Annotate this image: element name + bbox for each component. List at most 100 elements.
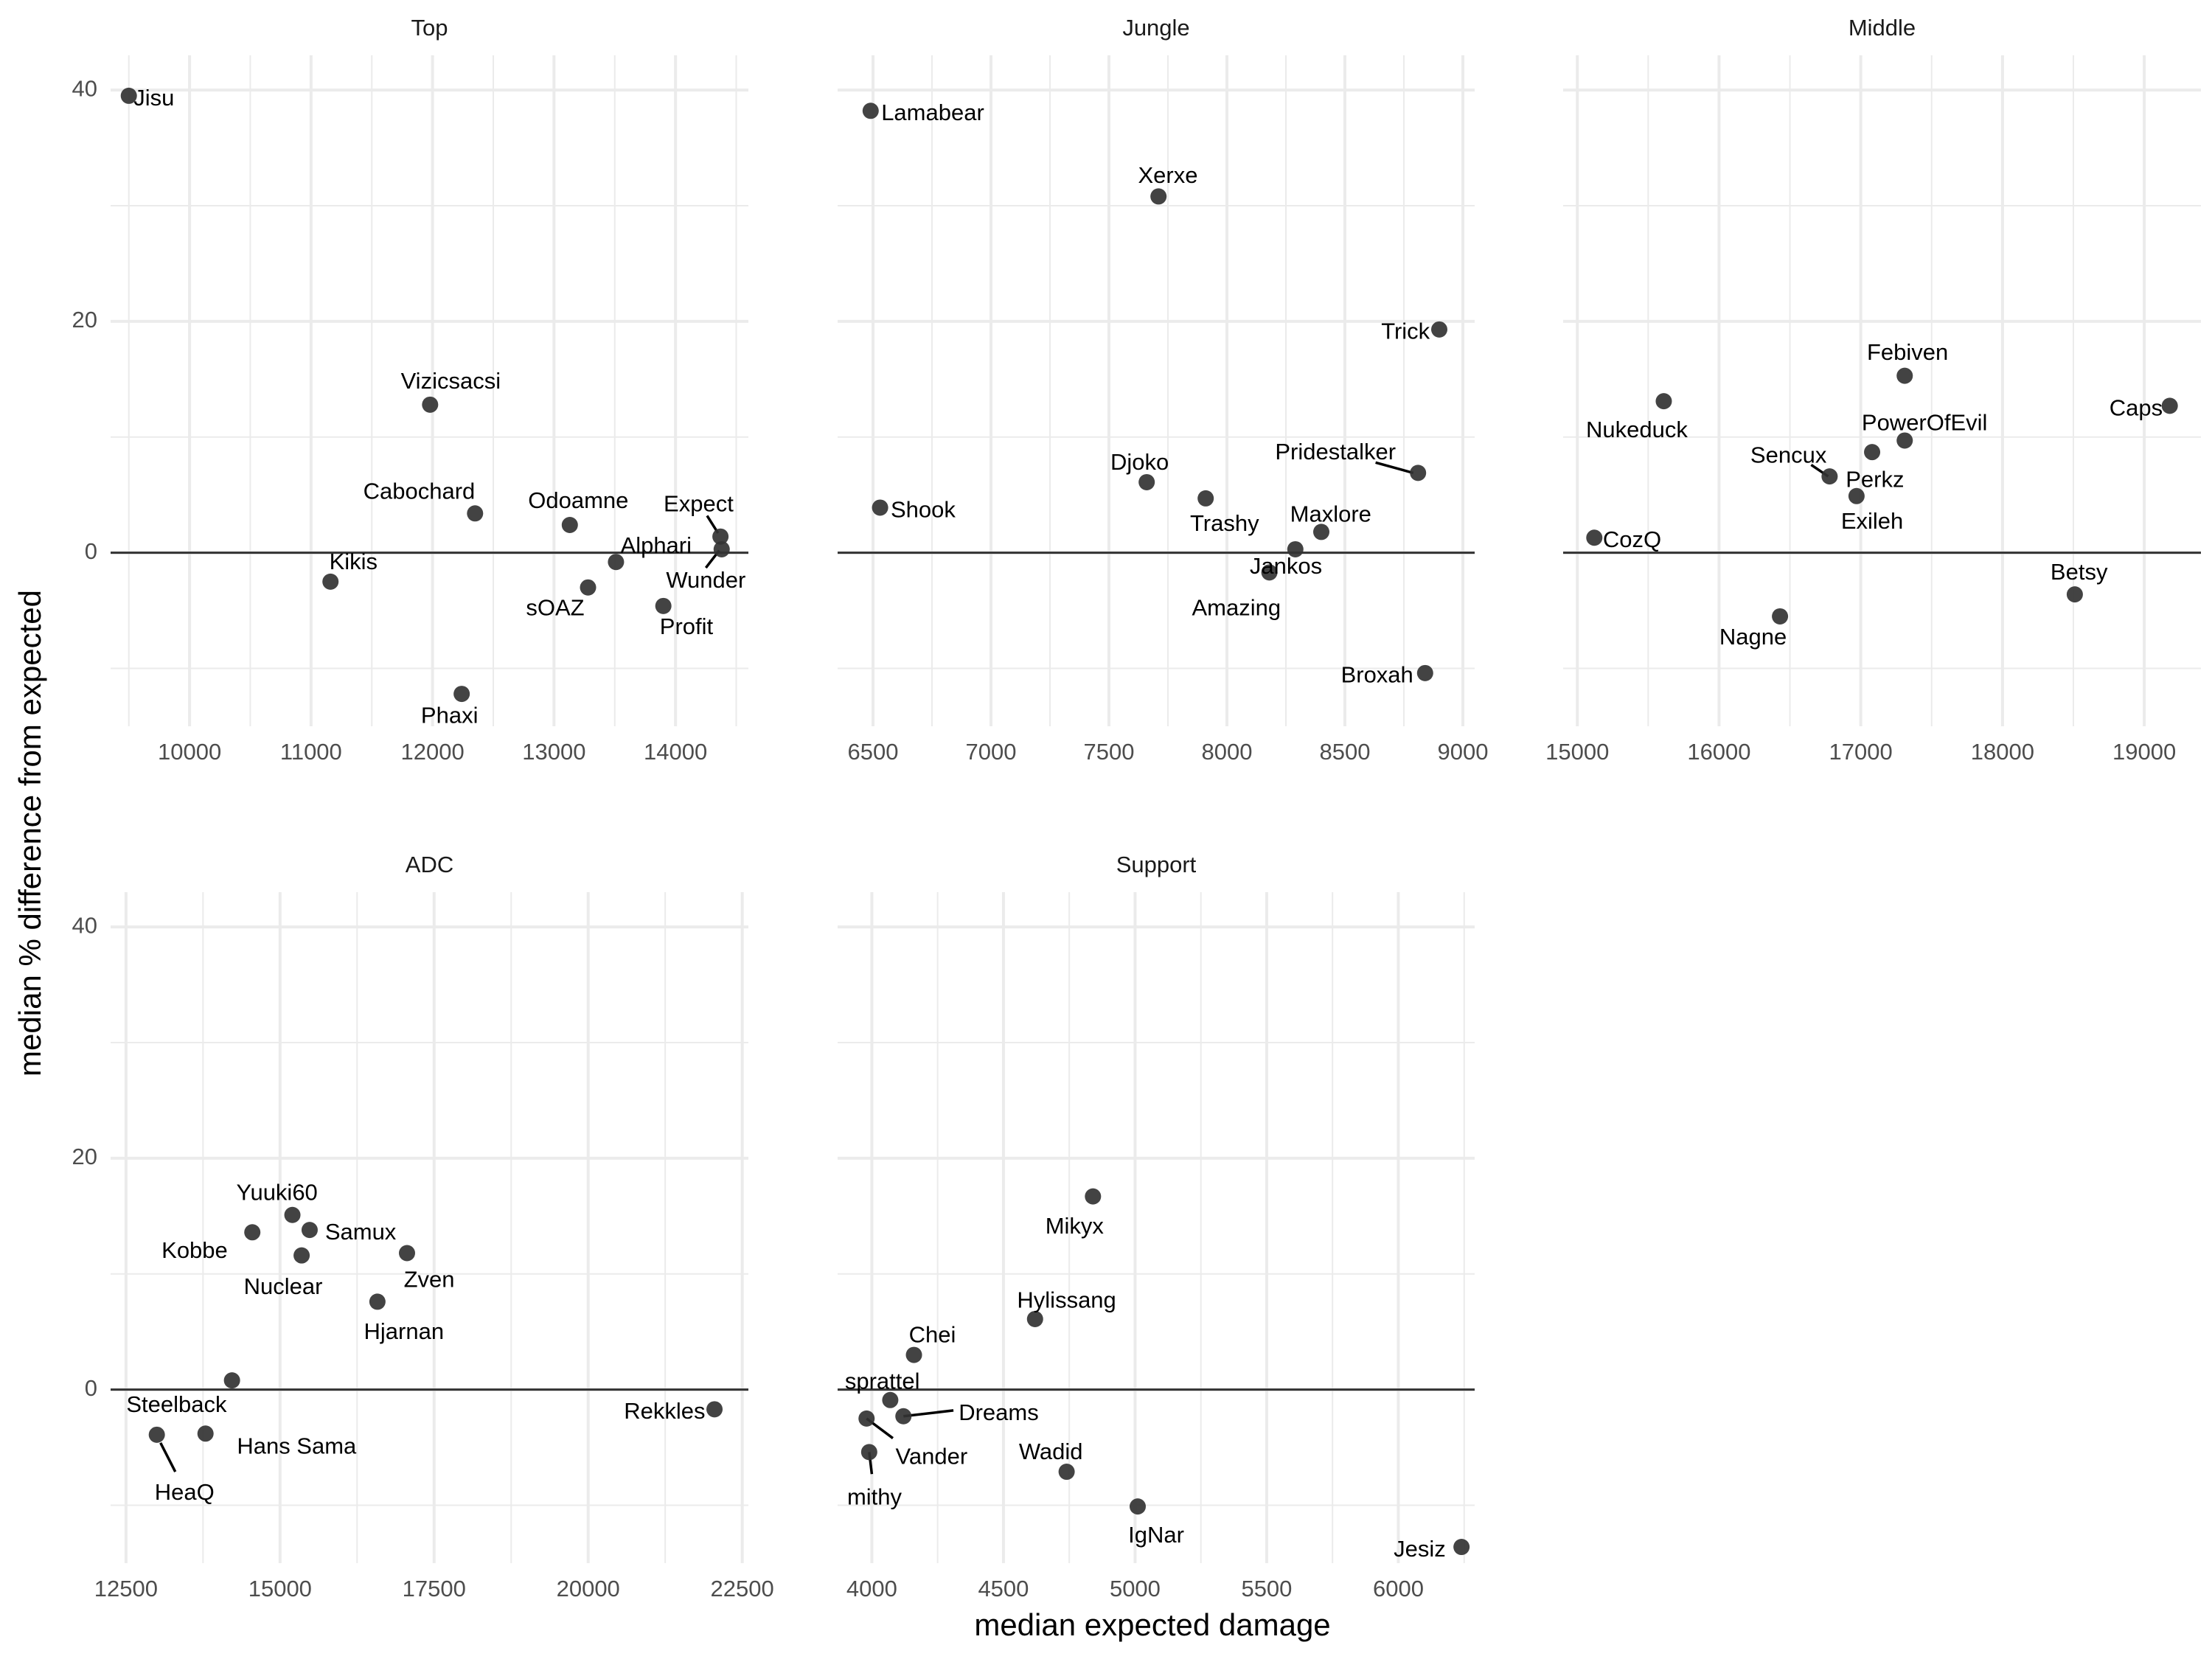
data-point	[244, 1224, 261, 1241]
x-tick-label: 12000	[401, 739, 465, 765]
point-label: Kobbe	[161, 1237, 228, 1263]
panel-title: Support	[1116, 852, 1197, 877]
x-tick-label: 17000	[1829, 739, 1893, 765]
data-point	[1453, 1539, 1470, 1556]
data-point	[860, 1444, 877, 1461]
y-tick-labels: 0 20 40 0 20 40	[72, 75, 97, 1401]
data-point	[223, 1372, 240, 1389]
point-label: Odoamne	[528, 487, 628, 513]
point-label: Wadid	[1019, 1439, 1083, 1464]
point-label: Maxlore	[1290, 501, 1371, 527]
x-tick-label: 16000	[1687, 739, 1750, 765]
point-label: PowerOfEvil	[1862, 410, 1988, 436]
x-tick-label: 20000	[557, 1576, 620, 1601]
point-label: Djoko	[1110, 449, 1169, 475]
y-tick-label: 40	[72, 912, 97, 938]
data-point	[1864, 444, 1881, 461]
x-tick-label: 8000	[1202, 739, 1253, 765]
x-tick-label: 14000	[644, 739, 707, 765]
data-point	[467, 505, 484, 522]
point-label: Kikis	[330, 549, 378, 574]
data-point	[453, 686, 470, 703]
point-label: Lamabear	[881, 100, 984, 125]
point-label: Profit	[660, 613, 714, 639]
label-leader	[1375, 461, 1414, 475]
point-label: Caps	[2110, 394, 2163, 420]
point-label: Mikyx	[1046, 1213, 1105, 1239]
panels-layer: 10000 11000 12000 13000 14000 Top Jisu Vizicsac…	[94, 15, 2201, 1601]
point-label: Trashy	[1190, 510, 1259, 536]
panel-title: ADC	[406, 852, 453, 877]
point-label: Nagne	[1719, 624, 1787, 650]
x-tick-label: 7000	[966, 739, 1017, 765]
panel-adc: 12500 15000 17500 20000 22500 ADC Yuuki60 Kobbe…	[94, 852, 774, 1601]
panel-support: 4000 4500 5000 5500 6000 Support Mikyx Hylissan…	[838, 852, 1475, 1601]
point-label: Wunder	[666, 567, 745, 593]
panel-title: Top	[411, 15, 448, 41]
x-tick-label: 15000	[248, 1576, 312, 1601]
x-axis-title: median expected damage	[974, 1607, 1330, 1642]
data-point	[580, 579, 597, 596]
y-tick-label: 20	[72, 307, 97, 333]
point-label: Hjarnan	[364, 1318, 445, 1344]
data-point	[1772, 608, 1789, 625]
data-point	[1586, 529, 1603, 546]
data-point	[1287, 540, 1304, 557]
panel-jungle: 6500 7000 7500 8000 8500 9000 Jungle Lamabear Xe…	[838, 15, 1488, 765]
x-tick-label: 11000	[280, 739, 342, 765]
data-point	[1138, 473, 1155, 490]
data-point	[1130, 1498, 1147, 1515]
point-label: Broxah	[1341, 662, 1413, 688]
data-point	[882, 1391, 899, 1408]
point-label: Alphari	[621, 532, 692, 558]
x-tick-label: 8500	[1320, 739, 1371, 765]
point-label: mithy	[847, 1484, 902, 1509]
data-point	[1655, 393, 1672, 410]
point-label: Perkz	[1846, 467, 1904, 493]
data-point	[1085, 1188, 1102, 1205]
data-point	[1416, 664, 1433, 681]
point-label: Jankos	[1250, 553, 1322, 579]
point-label: Betsy	[2051, 559, 2108, 585]
data-point	[858, 1410, 875, 1427]
point-label: Yuuki60	[236, 1180, 317, 1206]
x-tick-label: 22500	[711, 1576, 774, 1601]
panel-top: 10000 11000 12000 13000 14000 Top Jisu Vizicsac…	[111, 15, 748, 765]
x-tick-label: 10000	[158, 739, 221, 765]
point-label: Samux	[325, 1219, 397, 1245]
y-tick-label: 0	[85, 1375, 97, 1401]
x-tick-label: 9000	[1438, 739, 1489, 765]
point-label: Expect	[664, 491, 734, 517]
point-label: Rekkles	[624, 1398, 705, 1424]
point-label: Febiven	[1867, 339, 1948, 365]
data-point	[713, 540, 730, 557]
data-point	[1197, 490, 1214, 507]
panel-title: Middle	[1848, 15, 1916, 41]
x-tick-label: 5500	[1241, 1576, 1292, 1601]
data-point	[1410, 465, 1427, 481]
point-label: HeaQ	[155, 1479, 215, 1505]
data-point	[862, 102, 879, 119]
point-label: Dreams	[959, 1399, 1039, 1425]
x-tick-label: 18000	[1971, 739, 2034, 765]
panel-title: Jungle	[1122, 15, 1189, 41]
x-tick-label: 19000	[2112, 739, 2176, 765]
point-label: Vizicsacsi	[401, 368, 501, 394]
data-point	[1896, 432, 1913, 449]
data-point	[1313, 524, 1329, 540]
y-tick-label: 40	[72, 75, 97, 101]
point-label: Nukeduck	[1586, 417, 1688, 442]
data-point	[1058, 1464, 1075, 1481]
point-label: Phaxi	[421, 703, 479, 728]
data-point	[322, 573, 339, 590]
point-label: Nuclear	[244, 1273, 323, 1299]
y-axis-title: median % difference from expected	[13, 590, 47, 1077]
data-point	[655, 597, 672, 614]
data-point	[284, 1206, 301, 1223]
data-point	[608, 554, 625, 571]
data-point	[712, 528, 729, 545]
x-tick-label: 7500	[1084, 739, 1135, 765]
y-tick-label: 0	[85, 538, 97, 564]
point-label: Cabochard	[364, 478, 476, 504]
